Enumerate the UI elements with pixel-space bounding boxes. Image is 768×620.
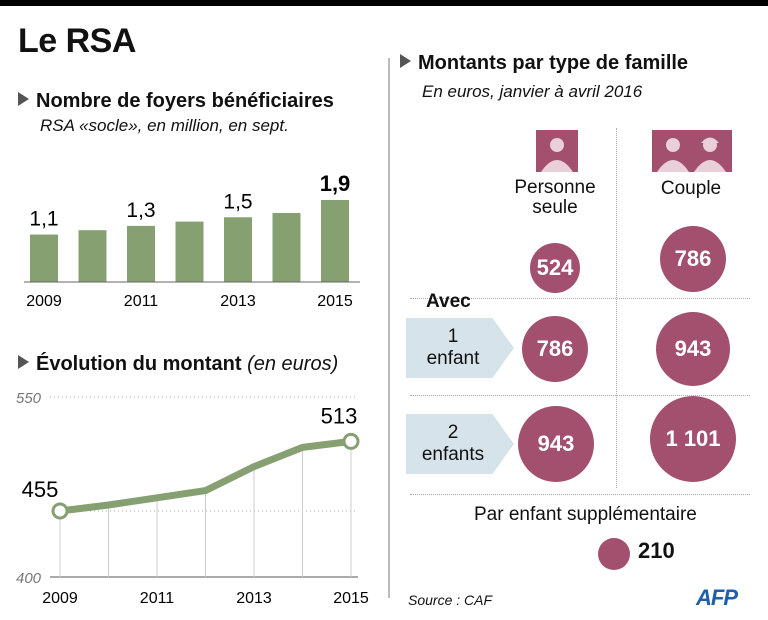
couple-icon (652, 130, 732, 172)
column-header-couple: Couple (660, 178, 722, 199)
row-divider (410, 395, 750, 396)
triangle-icon (18, 92, 29, 106)
row-label-2-enfants: 2 enfants (406, 414, 514, 474)
triangle-icon (18, 355, 29, 369)
x-tick-label: 2011 (124, 293, 159, 310)
x-tick-label: 2015 (333, 590, 369, 607)
top-bar (0, 0, 768, 6)
line-section-title: Évolution du montant (en euros) (18, 353, 338, 376)
x-tick-label: 2011 (140, 590, 175, 607)
amount-circle: 786 (522, 316, 588, 382)
bar (78, 230, 107, 282)
y-tick-label: 400 (16, 570, 42, 587)
x-tick-label: 2013 (220, 293, 256, 310)
y-tick-label: 550 (16, 390, 42, 407)
x-tick-label: 2015 (317, 293, 353, 310)
right-section-title: Montants par type de famille (400, 52, 688, 75)
amount-circle: 524 (530, 243, 580, 293)
x-tick-label: 2009 (26, 293, 62, 310)
row-divider (410, 494, 750, 495)
triangle-icon (400, 54, 411, 68)
avec-label: Avec (426, 291, 471, 312)
right-section-subtitle: En euros, janvier à avril 2016 (422, 82, 643, 101)
row-label-1-enfant: 1 enfant (406, 318, 514, 378)
bar (30, 234, 58, 282)
page-title: Le RSA (18, 22, 136, 60)
bar-data-label: 1,1 (29, 208, 58, 231)
line-series (59, 437, 352, 515)
bar (272, 212, 301, 282)
line-data-label: 513 (321, 403, 358, 428)
bar (224, 217, 252, 282)
extra-child-value: 210 (638, 538, 675, 563)
bar-data-label: 1,9 (320, 171, 351, 196)
bar-section-subtitle: RSA «socle», en million, en sept. (40, 116, 289, 135)
bar-data-label: 1,5 (223, 190, 252, 213)
row-divider (410, 298, 750, 299)
source: Source : CAF (408, 592, 493, 608)
bar-data-label: 1,3 (126, 199, 155, 222)
amount-circle: 943 (518, 406, 594, 482)
amount-circle: 786 (660, 226, 726, 292)
x-tick-label: 2013 (236, 590, 272, 607)
x-tick-label: 2009 (42, 590, 78, 607)
bar (127, 225, 155, 282)
bar (321, 200, 349, 282)
data-point (342, 432, 360, 450)
afp-logo: AFP (696, 585, 738, 610)
bar (175, 221, 204, 282)
extra-child-circle (598, 538, 630, 570)
data-point (51, 502, 69, 520)
line-data-label: 455 (22, 477, 59, 502)
amount-circle: 943 (656, 312, 730, 386)
divider (388, 58, 390, 598)
bar-section-title: Nombre de foyers bénéficiaires (18, 90, 334, 113)
column-divider (616, 128, 617, 488)
extra-child-label: Par enfant supplémentaire (474, 504, 697, 525)
bar-chart: 1,1 2009 1,3 2011 1,5 2013 1,9 2015 (24, 171, 360, 310)
amount-circle: 1 101 (650, 396, 736, 482)
column-header-personne-seule: Personne seule (514, 177, 596, 218)
single-person-icon (536, 130, 578, 172)
